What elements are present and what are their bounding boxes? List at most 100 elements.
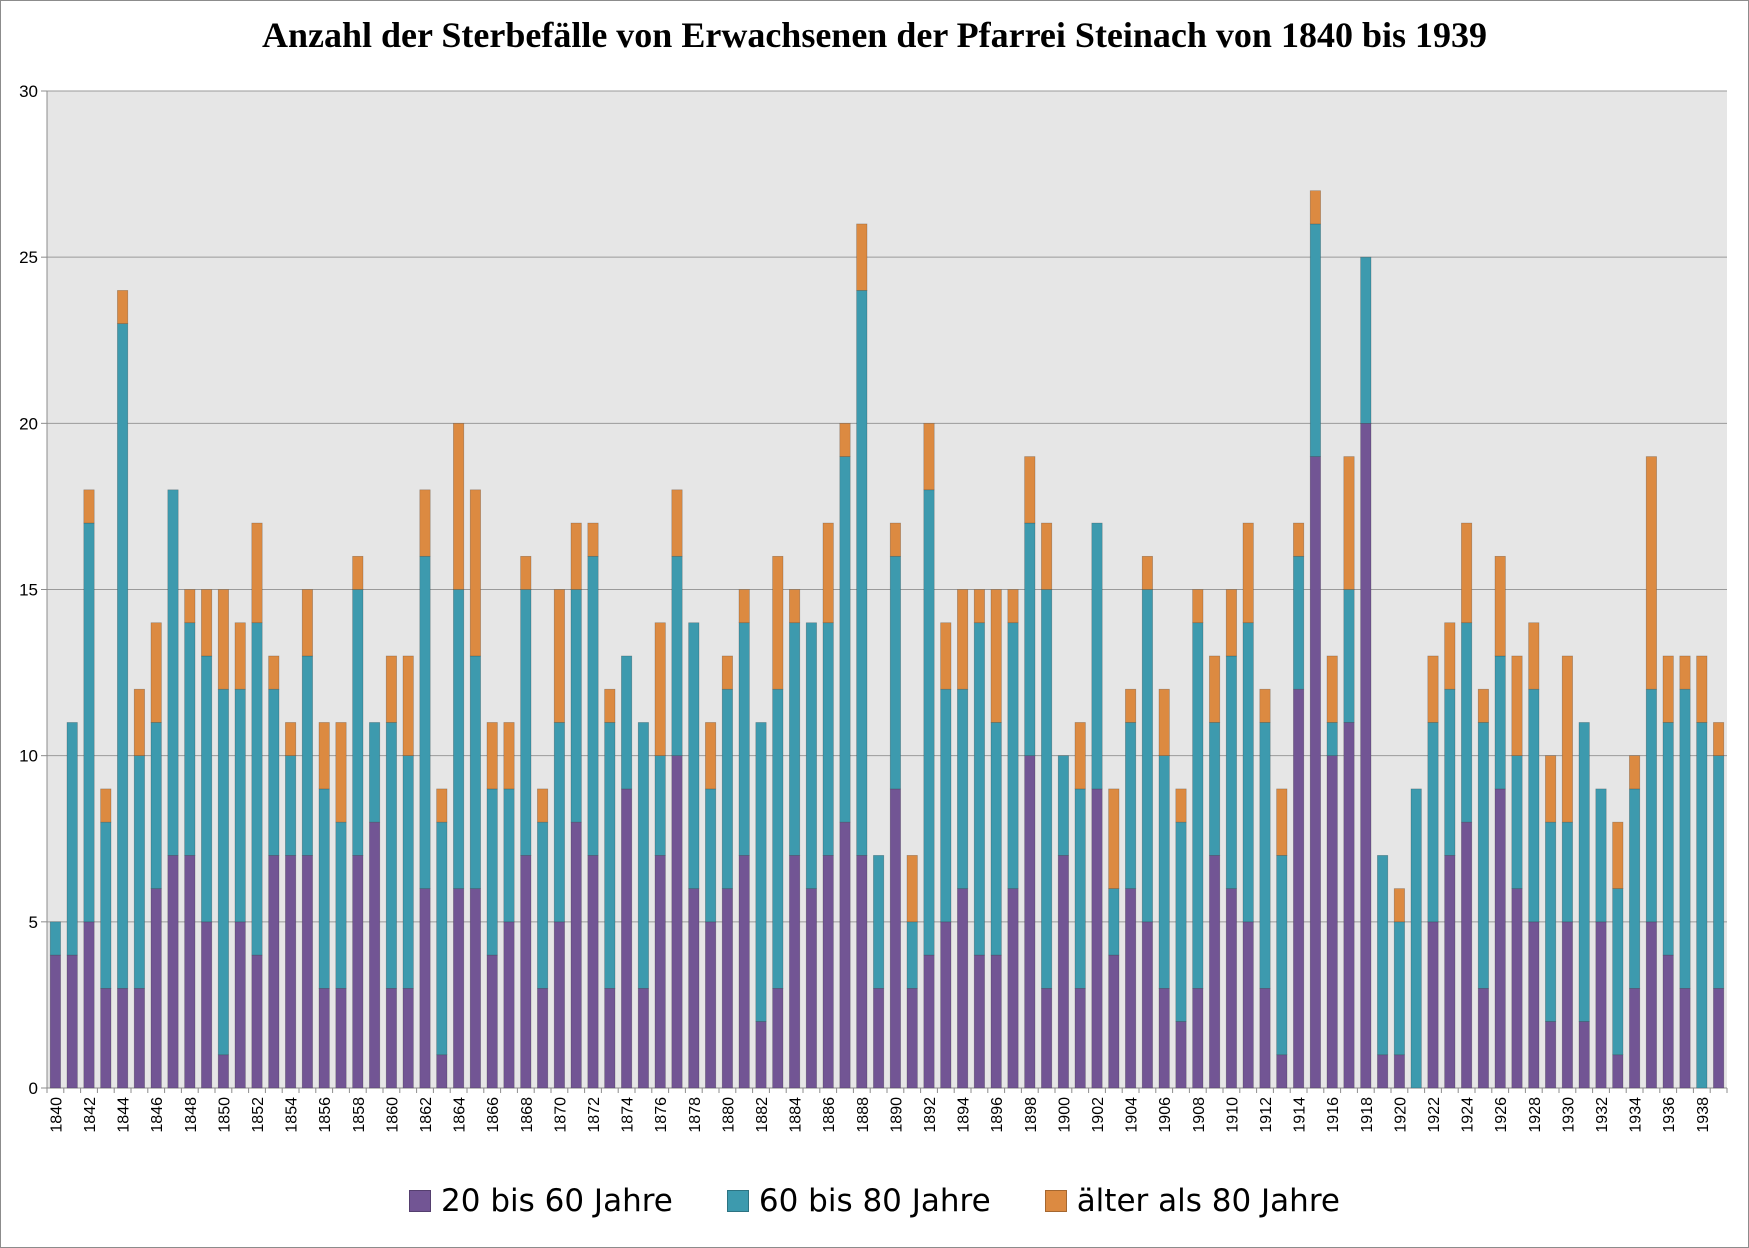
x-tick-label: 1902: [1090, 1097, 1107, 1133]
bar-1896-series-3: [990, 589, 1002, 723]
bar-1869-series-3: [537, 788, 549, 823]
bar-1885-series-1: [805, 888, 817, 1089]
legend-swatch-20-60: [409, 1190, 432, 1212]
bar-1890-series-3: [889, 522, 901, 557]
bar-1937-series-1: [1679, 987, 1691, 1089]
bar-1915-series-3: [1309, 190, 1321, 225]
x-tick-label: 1914: [1292, 1097, 1309, 1133]
bar-1895-series-1: [973, 954, 985, 1089]
bar-1872-series-2: [587, 555, 599, 856]
bar-1863-series-3: [436, 788, 448, 823]
bar-1868-series-1: [520, 855, 532, 1089]
bar-1858-series-3: [352, 555, 364, 590]
bar-1904-series-3: [1125, 688, 1137, 723]
x-tick-label: 1856: [317, 1097, 334, 1133]
bar-1872-series-1: [587, 855, 599, 1089]
x-tick-label: 1900: [1056, 1097, 1073, 1133]
bar-1927-series-3: [1511, 655, 1523, 756]
bar-1860-series-1: [385, 987, 397, 1089]
legend-item-60-80: 60 bis 80 Jahre: [726, 1183, 991, 1219]
bar-1896-series-1: [990, 954, 1002, 1089]
x-tick-label: 1874: [620, 1097, 637, 1133]
x-tick-label: 1878: [687, 1097, 704, 1133]
x-tick-label: 1926: [1493, 1097, 1510, 1133]
x-tick-label: 1852: [250, 1097, 267, 1133]
legend-label-60-80: 60 bis 80 Jahre: [758, 1183, 991, 1219]
bar-1911-series-1: [1242, 921, 1254, 1089]
bar-1922-series-1: [1427, 921, 1439, 1089]
bar-1904-series-2: [1125, 722, 1137, 889]
bar-1898-series-1: [1024, 755, 1036, 1089]
x-tick-label: 1872: [586, 1097, 603, 1133]
bar-1928-series-3: [1528, 622, 1540, 690]
bar-1906-series-2: [1158, 755, 1170, 989]
x-tick-label: 1886: [821, 1097, 838, 1133]
x-tick-label: 1850: [216, 1097, 233, 1133]
bar-1864-series-1: [453, 888, 465, 1089]
bar-1856-series-2: [318, 788, 330, 989]
bar-1938-series-2: [1696, 722, 1708, 1089]
bar-1849-series-3: [201, 589, 213, 657]
bar-1870-series-1: [553, 921, 565, 1089]
bar-1924-series-1: [1461, 821, 1473, 1089]
bar-1912-series-3: [1259, 688, 1271, 723]
bar-1842-series-1: [83, 921, 95, 1089]
bar-1868-series-2: [520, 589, 532, 856]
x-tick-label: 1862: [418, 1097, 435, 1133]
bar-1849-series-2: [201, 655, 213, 923]
bar-1871-series-2: [570, 589, 582, 823]
bar-1851-series-1: [234, 921, 246, 1089]
bar-1922-series-2: [1427, 722, 1439, 923]
bar-1888-series-1: [856, 855, 868, 1089]
bar-1936-series-1: [1662, 954, 1674, 1089]
bar-1934-series-3: [1629, 755, 1641, 790]
bar-1902-series-2: [1091, 522, 1103, 790]
x-tick-label: 1930: [1560, 1097, 1577, 1133]
y-tick-label: 15: [19, 581, 38, 600]
bar-1888-series-3: [856, 223, 868, 291]
bar-1870-series-3: [553, 589, 565, 723]
bar-1899-series-2: [1041, 589, 1053, 989]
bar-1886-series-1: [822, 855, 834, 1089]
y-tick-label: 30: [19, 82, 38, 101]
bar-1862-series-2: [419, 555, 431, 889]
bar-1875-series-1: [637, 987, 649, 1089]
x-tick-label: 1906: [1157, 1097, 1174, 1133]
bar-1871-series-3: [570, 522, 582, 590]
bar-1901-series-1: [1074, 987, 1086, 1089]
bar-1939-series-1: [1713, 987, 1725, 1089]
bar-1856-series-3: [318, 722, 330, 790]
x-tick-label: 1894: [956, 1097, 973, 1133]
x-tick-label: 1884: [788, 1097, 805, 1133]
bar-1881-series-1: [738, 855, 750, 1089]
bar-1897-series-3: [1007, 589, 1019, 624]
bar-1880-series-2: [721, 688, 733, 889]
x-tick-label: 1882: [754, 1097, 771, 1133]
bar-1937-series-2: [1679, 688, 1691, 989]
bar-1931-series-1: [1578, 1021, 1590, 1089]
x-tick-label: 1876: [653, 1097, 670, 1133]
bar-1889-series-1: [873, 987, 885, 1089]
bar-1917-series-1: [1343, 722, 1355, 1089]
x-tick-label: 1916: [1325, 1097, 1342, 1133]
bar-1858-series-2: [352, 589, 364, 856]
y-tick-label: 25: [19, 248, 38, 267]
bar-1891-series-3: [906, 855, 918, 923]
x-tick-label: 1854: [284, 1097, 301, 1133]
bar-1886-series-3: [822, 522, 834, 624]
bar-1866-series-1: [486, 954, 498, 1089]
bar-1857-series-1: [335, 987, 347, 1089]
bar-1883-series-3: [772, 555, 784, 690]
bar-1865-series-1: [469, 888, 481, 1089]
tick-labels: 0 5 10 15 20 25 30 1840 1842 1844 1846 1848 1850 1852…: [19, 82, 1712, 1133]
bar-1876-series-1: [654, 855, 666, 1089]
bar-1926-series-3: [1494, 555, 1506, 657]
bar-1887-series-3: [839, 423, 851, 457]
bar-1846-series-3: [150, 622, 162, 723]
x-tick-label: 1888: [855, 1097, 872, 1133]
bar-1913-series-3: [1276, 788, 1288, 856]
bar-1859-series-1: [369, 821, 381, 1089]
bar-1917-series-3: [1343, 456, 1355, 590]
bar-1925-series-3: [1477, 688, 1489, 723]
bar-1893-series-3: [940, 622, 952, 690]
